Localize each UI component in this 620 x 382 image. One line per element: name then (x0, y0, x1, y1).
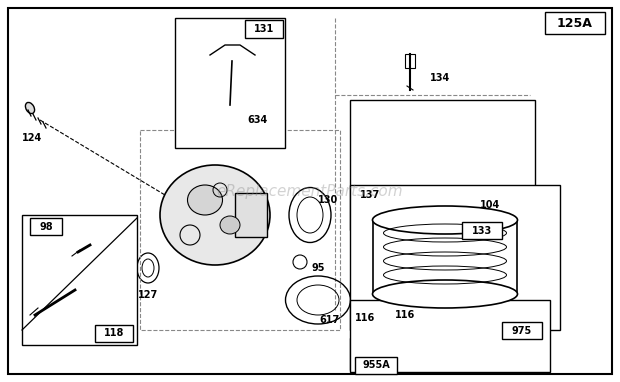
Bar (350, 300, 550, 372)
Bar (545, 12, 605, 34)
Ellipse shape (160, 165, 270, 265)
Ellipse shape (25, 102, 35, 113)
Text: 116: 116 (395, 310, 415, 320)
Text: 104: 104 (480, 200, 500, 210)
Text: 95: 95 (311, 263, 325, 273)
Bar (175, 18, 285, 148)
Bar (350, 185, 560, 330)
Bar (462, 222, 502, 239)
Bar (30, 218, 62, 235)
Text: 124: 124 (22, 133, 42, 143)
Bar (355, 357, 397, 374)
Bar (350, 338, 540, 370)
Ellipse shape (420, 364, 440, 372)
Text: 130: 130 (318, 195, 338, 205)
Text: 133: 133 (472, 225, 492, 235)
Bar (245, 20, 283, 38)
Ellipse shape (187, 185, 223, 215)
Bar (350, 100, 535, 230)
Bar (22, 215, 137, 345)
Text: 116: 116 (355, 313, 375, 323)
Text: 975: 975 (512, 325, 532, 335)
Bar (405, 54, 415, 68)
Bar (140, 130, 340, 330)
Bar (490, 125, 520, 140)
Text: 131: 131 (254, 24, 274, 34)
Ellipse shape (373, 206, 518, 234)
Ellipse shape (220, 216, 240, 234)
Bar (95, 325, 133, 342)
Ellipse shape (420, 354, 440, 362)
Text: 98: 98 (39, 222, 53, 231)
Text: eReplacementParts.com: eReplacementParts.com (216, 183, 404, 199)
Text: 137: 137 (360, 190, 380, 200)
Ellipse shape (420, 359, 440, 367)
Text: 134: 134 (430, 73, 450, 83)
Text: 955A: 955A (362, 361, 390, 371)
Bar (502, 322, 542, 339)
Text: 125A: 125A (557, 16, 593, 29)
Bar (235, 193, 267, 237)
Text: 617: 617 (320, 315, 340, 325)
Text: 127: 127 (138, 290, 158, 300)
Ellipse shape (373, 280, 518, 308)
Text: 118: 118 (104, 329, 124, 338)
Text: 634: 634 (248, 115, 268, 125)
